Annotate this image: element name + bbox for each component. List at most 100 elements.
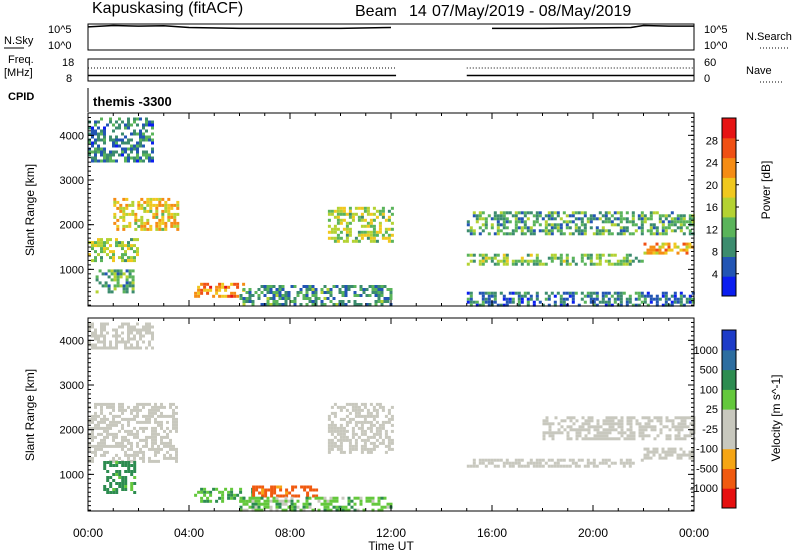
velocity-cell (353, 496, 357, 500)
velocity-cell (339, 450, 343, 454)
power-cell (613, 297, 617, 301)
velocity-cell (339, 447, 343, 451)
power-cell (116, 224, 120, 228)
power-cell (640, 259, 644, 263)
power-cell (133, 159, 136, 163)
power-cell (311, 294, 315, 297)
velocity-cell (100, 411, 103, 415)
velocity-cell (124, 482, 128, 485)
power-cell (149, 200, 153, 204)
velocity-cell (118, 405, 121, 409)
velocity-cell (566, 437, 570, 441)
power-cell (206, 282, 210, 286)
velocity-cell (121, 438, 124, 442)
power-cell (113, 221, 117, 225)
velocity-cell (653, 428, 657, 432)
velocity-cell (665, 419, 669, 423)
power-cell (127, 123, 130, 127)
power-cell (333, 236, 337, 240)
power-cell (131, 278, 135, 282)
velocity-cell (94, 426, 97, 430)
velocity-cell (285, 494, 289, 498)
power-cell (372, 233, 376, 237)
power-cell (505, 226, 509, 230)
station-title: Kapuskasing (fitACF) (92, 0, 243, 17)
power-colorbar-tick-label: 24 (706, 158, 718, 170)
power-cell (278, 297, 282, 300)
power-cell (601, 226, 605, 230)
power-cell (628, 262, 632, 266)
velocity-cell (683, 434, 687, 438)
velocity-cell (273, 488, 277, 492)
power-cell (127, 159, 130, 163)
power-cell (583, 253, 587, 257)
power-cell (170, 212, 174, 216)
power-cell (383, 297, 387, 300)
velocity-cell (221, 493, 225, 497)
velocity-cell (360, 420, 364, 424)
velocity-cell (124, 438, 127, 442)
velocity-cell (538, 458, 542, 462)
power-cell (610, 303, 614, 307)
power-cell (360, 236, 364, 240)
velocity-cell (154, 435, 157, 439)
velocity-cell (115, 444, 118, 448)
power-cell (272, 297, 276, 300)
velocity-cell (342, 429, 346, 433)
power-cell (94, 159, 97, 163)
velocity-cell (368, 499, 372, 503)
velocity-cell (366, 450, 370, 454)
velocity-cell (142, 429, 145, 433)
power-cell (137, 200, 141, 204)
velocity-cell (148, 340, 151, 344)
power-cell (121, 120, 124, 124)
power-cell (610, 223, 614, 227)
velocity-cell (598, 461, 602, 465)
power-cell (155, 224, 159, 228)
power-cell (375, 230, 379, 234)
velocity-cell (115, 423, 118, 427)
velocity-cell (354, 438, 358, 442)
power-cell (532, 220, 536, 224)
velocity-cell (348, 402, 352, 406)
velocity-cell (112, 459, 115, 463)
power-cell (374, 294, 378, 297)
velocity-cell (166, 426, 169, 430)
power-cell (356, 303, 360, 306)
power-cell (571, 294, 575, 298)
power-cell (350, 285, 354, 288)
power-cell (351, 212, 355, 216)
power-cell (640, 223, 644, 227)
velocity-cell (169, 444, 172, 448)
velocity-cell (344, 505, 348, 509)
power-cell (152, 203, 156, 207)
power-cell (532, 229, 536, 233)
power-cell (356, 294, 360, 297)
velocity-cell (115, 473, 119, 476)
velocity-cell (261, 485, 265, 489)
power-cell (637, 226, 641, 230)
power-cell (116, 218, 120, 222)
velocity-cell (327, 444, 331, 448)
power-cell (260, 303, 264, 306)
velocity-cell (369, 435, 373, 439)
velocity-cell (348, 441, 352, 445)
velocity-cell (175, 453, 178, 457)
power-cell (363, 224, 367, 228)
velocity-cell (169, 405, 172, 409)
power-cell (363, 218, 367, 222)
power-cell (535, 220, 539, 224)
velocity-cell (121, 423, 124, 427)
power-cell (103, 241, 106, 245)
power-cell (103, 250, 106, 254)
power-cell (586, 253, 590, 257)
power-cell (336, 239, 340, 243)
velocity-cell (339, 435, 343, 439)
power-cell (139, 129, 142, 133)
power-cell (535, 217, 539, 221)
power-cell (145, 138, 148, 142)
power-cell (664, 226, 668, 230)
velocity-cell (127, 331, 130, 335)
power-cell (330, 230, 334, 234)
power-cell (514, 223, 518, 227)
